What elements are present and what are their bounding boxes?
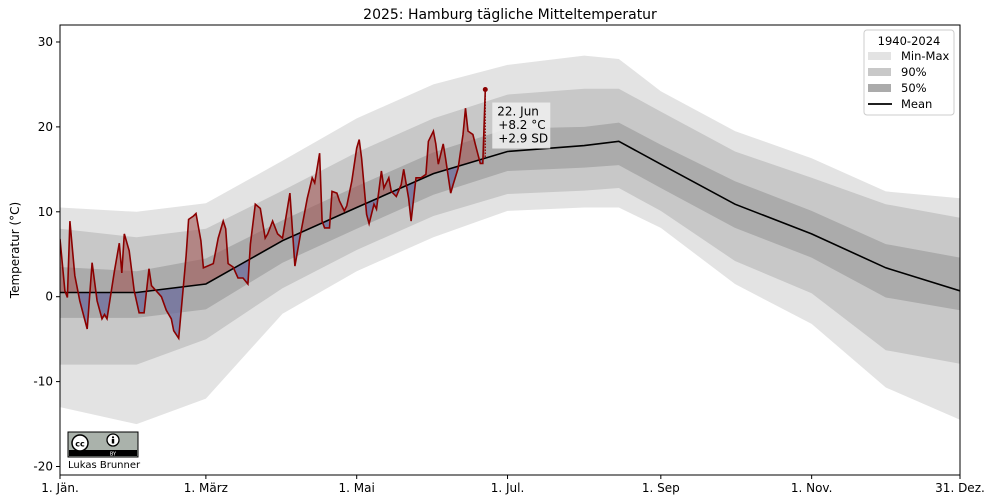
annotation-date: 22. Jun [497, 105, 539, 119]
mean-line [60, 140, 960, 294]
x-tick-label: 1. Jul. [491, 481, 525, 495]
observed-line [60, 89, 487, 341]
band-min-max [60, 55, 960, 425]
plot-frame [59, 24, 961, 476]
legend-label-min-max: Min-Max [901, 49, 950, 63]
y-tick-label: -10 [33, 375, 53, 389]
legend-label-50: 50% [901, 81, 927, 95]
author-credit: Lukas Brunner [68, 460, 141, 471]
y-tick-label: 30 [38, 35, 53, 49]
y-tick-label: -20 [33, 460, 53, 474]
x-axis: 1. Jän. 1. März 1. Mai 1. Jul. 1. Sep 1. Nov.… [41, 475, 985, 495]
latest-value-marker [482, 87, 488, 93]
svg-text:cc: cc [75, 440, 85, 449]
legend-swatch-50 [868, 84, 891, 92]
observed-below-mean-fill [60, 141, 486, 339]
annotation-anomaly: +8.2 °C [498, 118, 545, 132]
y-axis: -20 -10 0 10 20 30 [33, 35, 60, 474]
legend-title: 1940-2024 [878, 34, 941, 48]
y-tick-label: 10 [38, 205, 53, 219]
y-tick-label: 20 [38, 120, 53, 134]
x-tick-label: 1. Nov. [791, 481, 833, 495]
license-text: BY [110, 452, 117, 458]
anomaly-annotation: 22. Jun +8.2 °C +2.9 SD [492, 102, 551, 149]
cc-icon [71, 434, 89, 452]
chart-title: 2025: Hamburg tägliche Mitteltemperatur [363, 7, 657, 23]
y-tick-label: 0 [45, 290, 53, 304]
y-axis-label: Temperatur (°C) [8, 202, 22, 299]
x-tick-label: 31. Dez. [935, 481, 985, 495]
annotation-sd: +2.9 SD [498, 132, 548, 146]
x-tick-label: 1. März [184, 481, 228, 495]
legend-swatch-90 [868, 68, 891, 76]
band-50-percent [60, 122, 960, 318]
legend-label-90: 90% [901, 65, 927, 79]
legend-label-mean: Mean [901, 97, 932, 111]
x-tick-label: 1. Mai [339, 481, 375, 495]
legend-swatch-min-max [868, 52, 891, 60]
plot-area [60, 55, 960, 425]
cc-by-license-logo: cc BY [67, 431, 139, 458]
band-90-percent [60, 88, 960, 365]
x-tick-label: 1. Jän. [41, 481, 79, 495]
legend: 1940-2024 Min-Max 90% 50% Mean [863, 29, 955, 116]
x-tick-label: 1. Sep [642, 481, 680, 495]
